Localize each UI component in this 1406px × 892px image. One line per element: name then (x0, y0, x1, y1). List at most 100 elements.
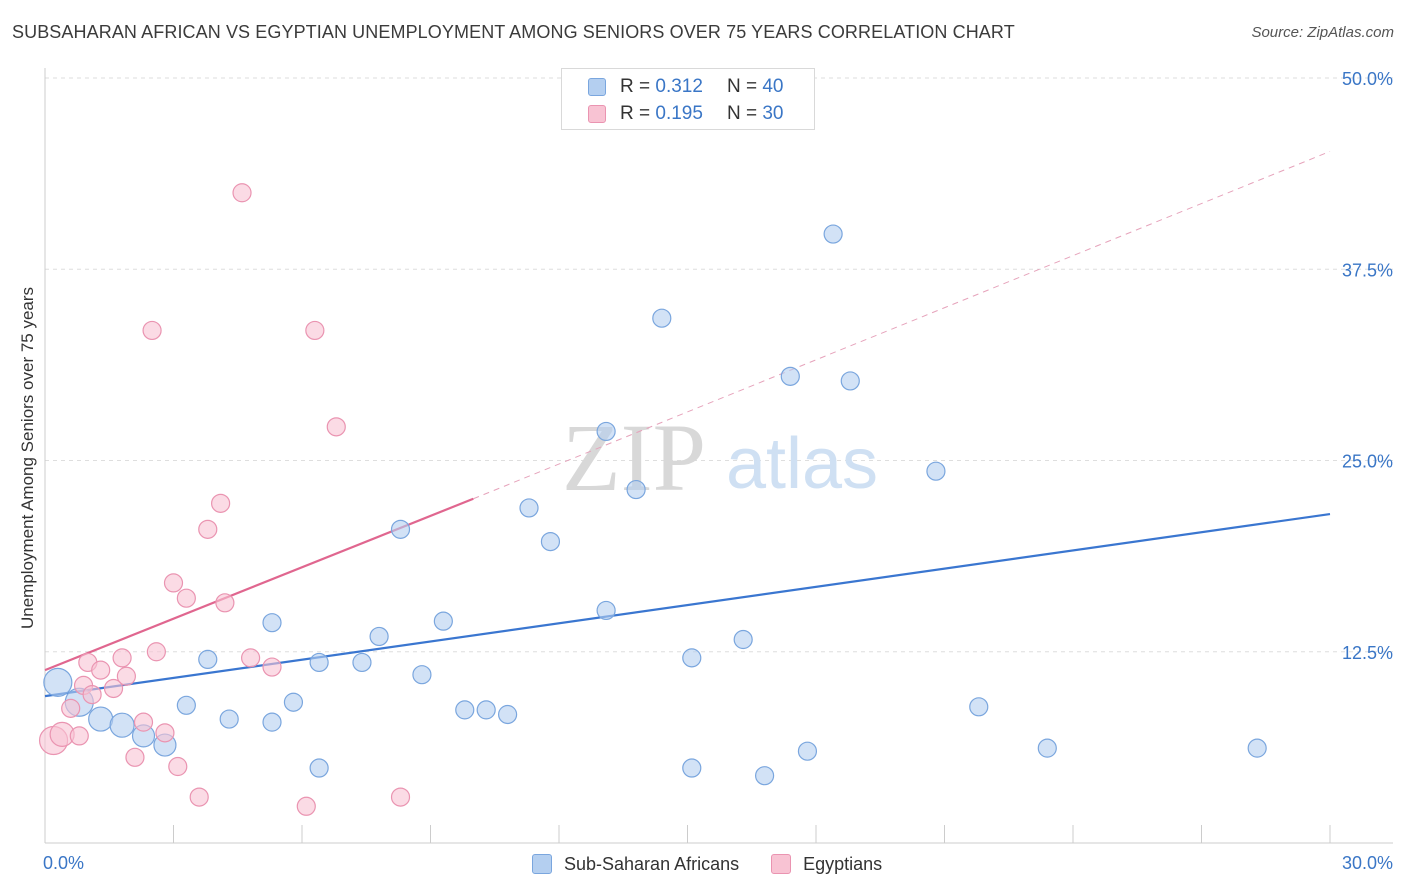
point-egyptian (326, 417, 346, 437)
watermark-atlas: atlas (726, 424, 878, 504)
point-subsaharan (219, 709, 239, 729)
legend-item-subsaharan: Sub-Saharan Africans (532, 854, 739, 875)
legend-row-subsaharan: R = 0.312 N = 40 (588, 75, 783, 99)
point-subsaharan (309, 652, 329, 673)
y-tick-label: 25.0% (1342, 452, 1393, 472)
point-egyptian (296, 796, 316, 816)
point-egyptian (155, 723, 175, 743)
point-subsaharan (176, 695, 196, 715)
legend-series-name: Egyptians (803, 853, 883, 874)
point-subsaharan (969, 697, 989, 717)
point-egyptian (232, 183, 252, 203)
legend-n-label: N = (726, 76, 758, 97)
point-subsaharan (412, 665, 432, 685)
x-tick-label: 30.0% (1342, 853, 1393, 873)
legend-item-egyptians: Egyptians (771, 854, 882, 875)
point-subsaharan (109, 712, 135, 738)
point-subsaharan (476, 700, 496, 720)
point-egyptian (198, 519, 218, 539)
legend-r-label: R = (620, 103, 651, 124)
point-subsaharan (390, 519, 411, 539)
point-subsaharan (780, 366, 800, 386)
source-label: Source: ZipAtlas.com (1251, 24, 1394, 41)
point-egyptian (133, 712, 154, 732)
point-egyptian (215, 593, 235, 613)
axes (44, 68, 1393, 844)
point-subsaharan (840, 371, 860, 391)
point-subsaharan (519, 498, 539, 518)
tick-labels: 12.5% 25.0% 37.5% 50.0% 0.0% 30.0% (43, 69, 1393, 873)
point-subsaharan (823, 224, 843, 244)
x-tick-label: 0.0% (43, 853, 84, 873)
point-subsaharan (1247, 738, 1267, 758)
point-subsaharan (262, 613, 282, 633)
point-subsaharan (88, 706, 114, 732)
legend-r-value: 0.195 (655, 103, 703, 124)
legend-r-value: 0.312 (655, 76, 703, 97)
point-subsaharan (283, 692, 304, 712)
point-subsaharan (498, 704, 518, 725)
y-tick-label: 50.0% (1342, 69, 1393, 89)
point-egyptian (189, 787, 209, 807)
point-subsaharan (262, 712, 282, 732)
point-egyptian (305, 320, 325, 341)
point-subsaharan (626, 479, 646, 500)
point-subsaharan (652, 308, 672, 328)
point-egyptian (241, 648, 261, 668)
point-subsaharan (754, 766, 775, 786)
point-egyptian (125, 747, 145, 767)
point-subsaharan (43, 667, 73, 697)
data-points (38, 183, 1267, 816)
grid-lines (45, 77, 1395, 653)
point-egyptian (390, 787, 411, 807)
point-subsaharan (682, 648, 702, 668)
y-tick-label: 12.5% (1342, 643, 1393, 663)
point-egyptian (262, 657, 282, 677)
point-egyptian (69, 726, 89, 746)
series-legend: Sub-Saharan Africans Egyptians (532, 852, 914, 876)
point-subsaharan (352, 652, 372, 673)
point-subsaharan (596, 600, 616, 621)
point-egyptian (146, 642, 166, 662)
point-subsaharan (369, 626, 389, 647)
legend-n-label: N = (726, 103, 758, 124)
point-subsaharan (309, 758, 329, 778)
point-subsaharan (682, 758, 702, 778)
point-egyptian (82, 684, 102, 705)
point-egyptian (112, 648, 132, 668)
legend-swatch-pink (588, 105, 606, 123)
point-egyptian (163, 573, 184, 593)
point-egyptian (168, 756, 188, 777)
legend-row-egyptians: R = 0.195 N = 30 (588, 102, 783, 126)
point-subsaharan (926, 461, 946, 481)
point-egyptian (116, 666, 136, 686)
point-egyptian (142, 320, 162, 341)
point-subsaharan (1037, 738, 1057, 758)
trend-subsaharan (44, 512, 1331, 698)
y-axis-label: Unemployment Among Seniors over 75 years (18, 286, 37, 630)
point-egyptian (91, 660, 111, 680)
point-subsaharan (797, 741, 818, 761)
point-egyptian (176, 588, 196, 608)
point-subsaharan (733, 629, 753, 650)
legend-swatch-blue (588, 78, 606, 96)
legend-n-value: 40 (762, 76, 784, 97)
legend-r-label: R = (620, 76, 651, 97)
point-subsaharan (433, 611, 453, 631)
point-egyptian (103, 678, 124, 699)
watermark: ZIP atlas (562, 404, 878, 511)
point-subsaharan (540, 531, 561, 552)
legend-swatch-pink (771, 854, 792, 874)
chart-title: SUBSAHARAN AFRICAN VS EGYPTIAN UNEMPLOYM… (12, 22, 1015, 42)
point-subsaharan (198, 649, 218, 670)
point-subsaharan (596, 421, 616, 442)
legend-series-name: Sub-Saharan Africans (564, 853, 740, 874)
correlation-legend: R = 0.312 N = 40 R = 0.195 N = 30 (561, 68, 815, 130)
point-egyptian (211, 493, 231, 513)
trend-egyptians-extension (473, 150, 1331, 500)
point-egyptian (61, 698, 81, 718)
point-subsaharan (455, 700, 475, 720)
legend-n-value: 30 (762, 103, 784, 124)
y-tick-label: 37.5% (1342, 260, 1393, 280)
